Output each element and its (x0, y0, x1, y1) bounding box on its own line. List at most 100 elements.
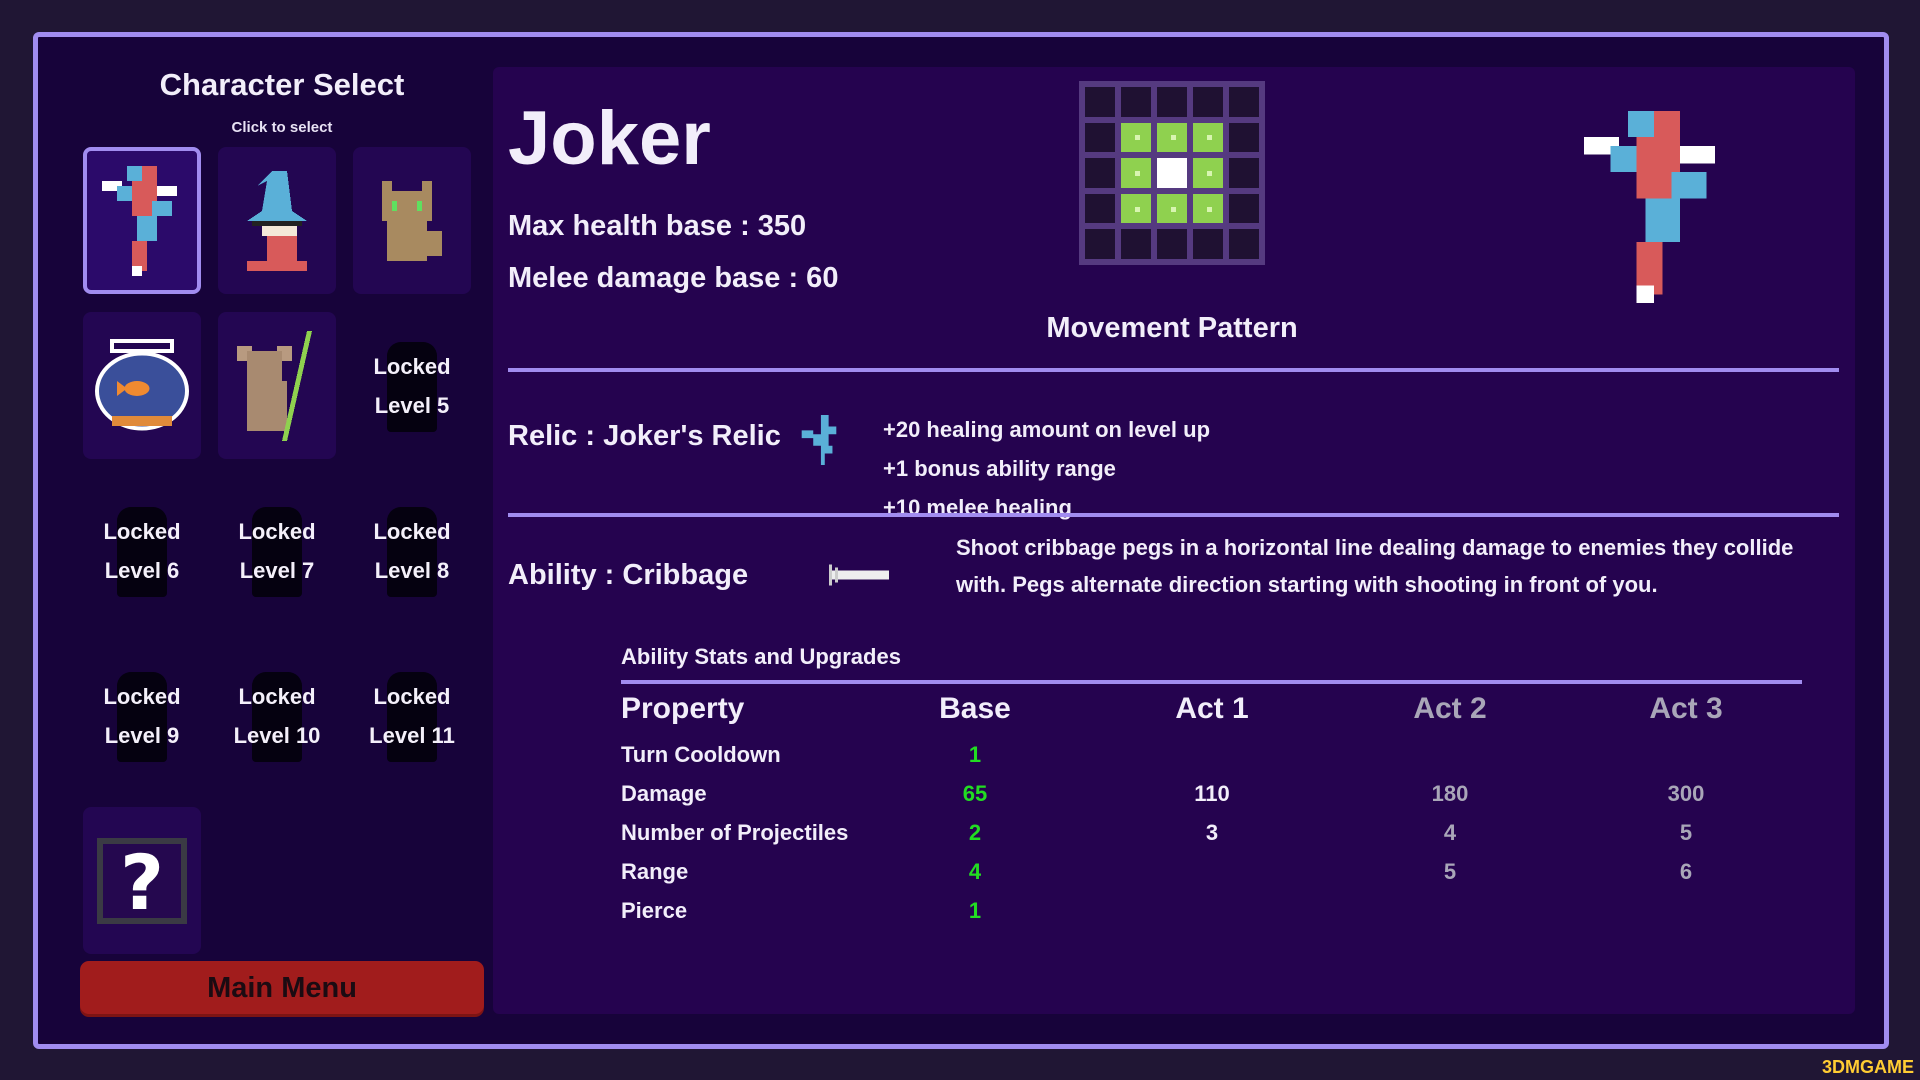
koala-sprite-icon (237, 330, 312, 441)
locked-silhouette-icon (117, 507, 167, 597)
movement-origin-cell (1157, 158, 1187, 188)
relic-lizard-icon (801, 415, 837, 465)
movement-cell (1229, 158, 1259, 188)
table-cell: 4 (1443, 820, 1457, 845)
ability-description: Shoot cribbage pegs in a horizontal line… (956, 535, 1794, 597)
cat-sprite-icon (382, 180, 442, 261)
character-tile-locked-9[interactable]: Locked Level 9 (83, 642, 201, 789)
table-cell: 3 (1205, 820, 1219, 845)
watermark: 3DMGAME (1821, 1057, 1914, 1077)
property-name: Range (621, 859, 689, 884)
ability-stats-label: Ability Stats and Upgrades (621, 644, 901, 669)
movement-reachable-cell (1193, 193, 1223, 224)
locked-label: Locked Level 5 (373, 353, 451, 418)
movement-reachable-cell (1157, 122, 1187, 153)
melee-damage: Melee damage base : 60 (508, 262, 839, 294)
property-name: Damage (621, 781, 707, 806)
locked-label: Locked Level 11 (369, 683, 455, 748)
table-cell: 6 (1679, 859, 1693, 884)
character-tile-random[interactable]: ? (83, 807, 201, 954)
table-header: Act 2 (1413, 692, 1487, 725)
table-header: Act 1 (1175, 692, 1249, 725)
movement-cell (1085, 158, 1115, 188)
screen-subtitle: Click to select (231, 119, 333, 136)
table-cell: 300 (1667, 781, 1705, 806)
locked-label: Locked Level 6 (103, 518, 181, 583)
character-tile-fishbowl[interactable] (83, 312, 201, 459)
character-tile-joker[interactable] (83, 147, 201, 294)
table-header: Base (939, 692, 1011, 725)
table-cell: 180 (1431, 781, 1469, 806)
character-select-screen: Character Select Click to select Locked L… (33, 32, 1889, 1049)
relic-bonus: +20 healing amount on level up (883, 417, 1211, 442)
movement-cell (1157, 87, 1187, 117)
locked-label: Locked Level 7 (238, 518, 316, 583)
locked-silhouette-icon (117, 672, 167, 762)
character-tile-locked-11[interactable]: Locked Level 11 (353, 642, 471, 789)
movement-pattern-label: Movement Pattern (1046, 312, 1298, 344)
table-header: Act 3 (1649, 692, 1723, 725)
movement-cell (1229, 229, 1259, 259)
question-mark-icon: ? (97, 837, 187, 925)
relic-bonus: +1 bonus ability range (883, 456, 1116, 481)
divider (508, 368, 1839, 372)
locked-label: Locked Level 9 (103, 683, 181, 748)
property-name: Pierce (621, 898, 688, 923)
movement-reachable-cell (1157, 193, 1187, 224)
character-tile-locked-5[interactable]: Locked Level 5 (353, 312, 471, 459)
movement-cell (1157, 229, 1187, 259)
character-tile-locked-6[interactable]: Locked Level 6 (83, 477, 201, 624)
movement-reachable-cell (1121, 122, 1151, 153)
fishbowl-sprite-icon (95, 338, 189, 430)
movement-cell (1229, 87, 1259, 117)
locked-silhouette-icon (387, 507, 437, 597)
locked-label: Locked Level 10 (233, 683, 321, 748)
main-menu-button[interactable]: Main Menu (80, 961, 484, 1014)
relic-bonus: +10 melee healing (883, 495, 1072, 520)
character-detail-panel: Joker Max health base : 350 Melee damage… (493, 67, 1855, 1014)
movement-reachable-cell (1121, 193, 1151, 224)
joker-portrait-icon (1584, 111, 1716, 303)
character-tile-cat[interactable] (353, 147, 471, 294)
table-cell: 4 (968, 859, 982, 884)
screen-title: Character Select (159, 67, 405, 102)
movement-cell (1121, 229, 1151, 259)
cribbage-peg-icon (829, 564, 889, 586)
table-cell: 5 (1443, 859, 1457, 884)
property-name: Turn Cooldown (621, 742, 781, 767)
movement-cell (1085, 87, 1115, 117)
movement-cell (1121, 87, 1151, 117)
ability-label: Ability : Cribbage (508, 559, 749, 591)
table-cell: 1 (968, 898, 982, 923)
table-header: Property (621, 692, 745, 725)
movement-cell (1085, 193, 1115, 224)
relic-label: Relic : Joker's Relic (508, 420, 781, 452)
table-cell: 65 (962, 781, 988, 806)
movement-cell (1193, 87, 1223, 117)
table-cell: 110 (1194, 781, 1230, 806)
max-health: Max health base : 350 (508, 210, 807, 242)
locked-silhouette-icon (387, 342, 437, 432)
movement-reachable-cell (1193, 158, 1223, 188)
table-cell: 2 (968, 820, 982, 845)
character-tile-koala[interactable] (218, 312, 336, 459)
movement-reachable-cell (1193, 122, 1223, 153)
table-cell: 5 (1679, 820, 1693, 845)
divider (508, 513, 1839, 517)
table-cell: 1 (968, 742, 982, 767)
movement-reachable-cell (1121, 158, 1151, 188)
movement-cell (1085, 122, 1115, 153)
character-tile-locked-8[interactable]: Locked Level 8 (353, 477, 471, 624)
character-name: Joker (508, 96, 711, 181)
character-tile-locked-10[interactable]: Locked Level 10 (218, 642, 336, 789)
character-tile-locked-7[interactable]: Locked Level 7 (218, 477, 336, 624)
joker-sprite-icon (102, 165, 177, 276)
locked-label: Locked Level 8 (373, 518, 451, 583)
locked-silhouette-icon (252, 507, 302, 597)
movement-cell (1229, 193, 1259, 224)
wizard-sprite-icon (247, 170, 307, 271)
movement-pattern-grid (1079, 81, 1265, 265)
character-tile-wizard[interactable] (218, 147, 336, 294)
movement-cell (1193, 229, 1223, 259)
movement-cell (1085, 229, 1115, 259)
